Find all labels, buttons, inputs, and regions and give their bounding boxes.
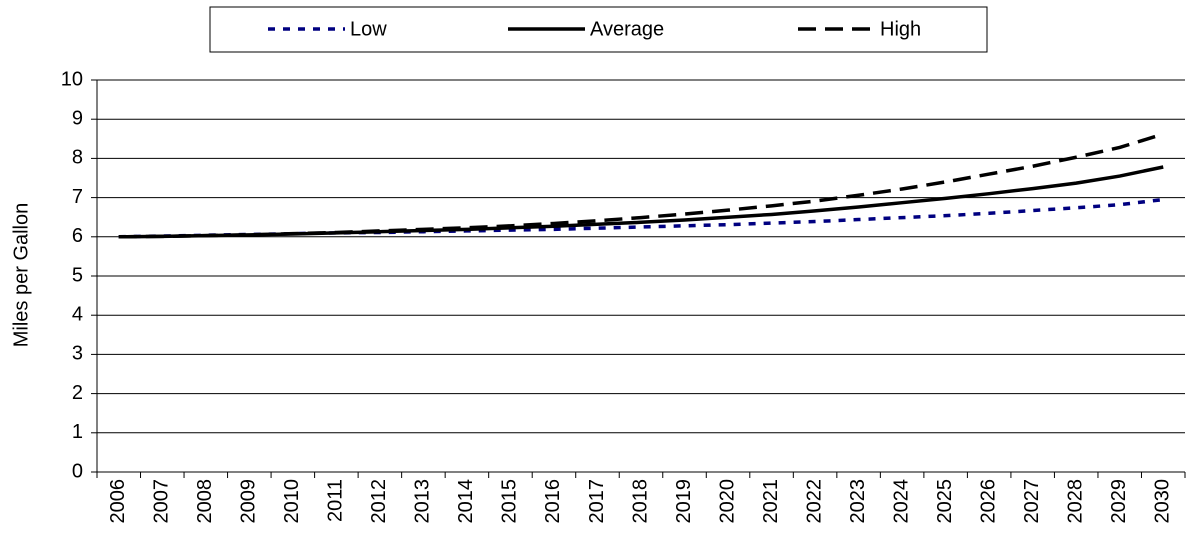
series-line bbox=[118, 197, 1164, 239]
x-tick-label: 2027 bbox=[1021, 479, 1043, 524]
x-tick-label: 2016 bbox=[542, 479, 564, 524]
legend-box bbox=[209, 6, 988, 53]
x-tick-label: 2014 bbox=[455, 479, 477, 524]
x-tick-label: 2010 bbox=[281, 479, 303, 524]
x-tick-label: 2011 bbox=[325, 479, 347, 522]
x-tick-label: 2013 bbox=[412, 479, 434, 524]
y-tick-label: 8 bbox=[72, 147, 83, 169]
x-tick-label: 2009 bbox=[238, 479, 260, 524]
x-tick-label: 2007 bbox=[151, 479, 173, 524]
x-tick-label: 2025 bbox=[934, 479, 956, 524]
x-tick-label: 2006 bbox=[107, 479, 129, 524]
x-tick-label: 2028 bbox=[1064, 479, 1086, 524]
y-tick-label: 3 bbox=[72, 343, 83, 365]
y-tick-label: 6 bbox=[72, 225, 83, 247]
series-line bbox=[118, 165, 1164, 239]
x-tick-label: 2021 bbox=[760, 479, 782, 524]
x-tick-label: 2020 bbox=[716, 479, 738, 524]
y-tick-label: 10 bbox=[61, 68, 83, 90]
x-tick-label: 2008 bbox=[194, 479, 216, 524]
x-tick-label: 2029 bbox=[1108, 479, 1130, 524]
legend-label: High bbox=[880, 18, 921, 40]
legend-label: Average bbox=[590, 18, 664, 40]
y-axis-label: Miles per Gallon bbox=[10, 203, 32, 348]
y-tick-label: 9 bbox=[72, 107, 83, 129]
y-tick-label: 7 bbox=[72, 186, 83, 208]
x-tick-label: 2018 bbox=[629, 479, 651, 524]
y-tick-label: 2 bbox=[72, 382, 83, 404]
x-tick-label: 2023 bbox=[847, 479, 869, 524]
series-line bbox=[118, 132, 1164, 239]
legend-label: Low bbox=[350, 18, 387, 40]
y-tick-label: 4 bbox=[72, 303, 83, 325]
x-tick-label: 2017 bbox=[586, 479, 608, 524]
x-tick-label: 2015 bbox=[499, 479, 521, 524]
x-tick-label: 2026 bbox=[977, 479, 999, 524]
y-tick-label: 1 bbox=[72, 421, 83, 443]
y-tick-label: 5 bbox=[72, 264, 83, 286]
x-tick-label: 2024 bbox=[890, 479, 912, 524]
x-tick-label: 2030 bbox=[1152, 479, 1174, 524]
y-tick-label: 0 bbox=[72, 460, 83, 482]
x-tick-label: 2019 bbox=[673, 479, 695, 524]
x-tick-label: 2022 bbox=[803, 479, 825, 524]
x-tick-label: 2012 bbox=[368, 479, 390, 524]
